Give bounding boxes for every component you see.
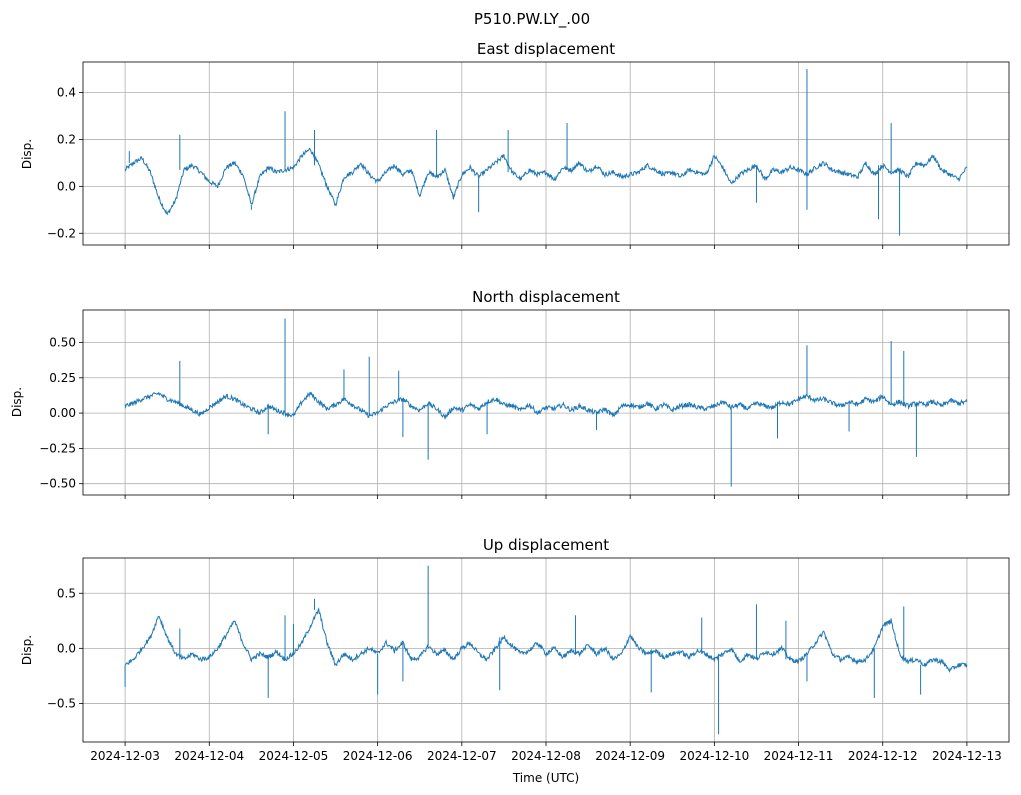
series-line <box>124 147 968 216</box>
y-tick-label: 0.4 <box>57 86 76 100</box>
y-tick-label: 0.50 <box>49 335 76 349</box>
y-tick-label: 0.0 <box>57 641 76 655</box>
axes-1: −0.50 −0.25 0.00 0.25 0.50 <box>39 309 1010 499</box>
y-axis-label: Disp. <box>20 635 34 665</box>
subplot-title: North displacement <box>472 288 620 306</box>
y-tick-label: 0.0 <box>57 179 76 193</box>
x-tick-label: 2024-12-03 <box>90 749 160 763</box>
axes-2: −0.5 0.0 0.5 2024-12-03 2024-12-04 2024-12-05… <box>47 557 1010 763</box>
y-tick-label: 0.2 <box>57 132 76 146</box>
x-tick-label: 2024-12-08 <box>511 749 581 763</box>
plot-layer: −0.20.00.20.4−0.50−0.250.000.250.50−0.50… <box>39 61 1010 763</box>
x-tick-label: 2024-12-04 <box>174 749 244 763</box>
subplot-title: Up displacement <box>483 536 609 554</box>
x-axis-label: Time (UTC) <box>512 771 579 785</box>
y-axis-label: Disp. <box>10 387 24 417</box>
x-tick-label: 2024-12-06 <box>343 749 413 763</box>
subplot-up: Up displacement Disp. Time (UTC) <box>20 536 609 785</box>
subplot-east: East displacement Disp. <box>20 40 615 169</box>
y-tick-label: −0.2 <box>47 226 76 240</box>
x-tick-label: 2024-12-12 <box>848 749 918 763</box>
axes-frame <box>82 557 1010 743</box>
subplot-title: East displacement <box>477 40 615 58</box>
subplot-north: North displacement Disp. <box>10 288 620 417</box>
y-tick-label: 0.5 <box>57 586 76 600</box>
y-tick-label: −0.5 <box>47 696 76 710</box>
y-tick-label: 0.25 <box>49 371 76 385</box>
figure-suptitle: P510.PW.LY_.00 <box>474 10 590 29</box>
x-tick-label: 2024-12-11 <box>764 749 834 763</box>
x-tick-label: 2024-12-10 <box>679 749 749 763</box>
x-tick-label: 2024-12-13 <box>932 749 1002 763</box>
y-axis-label: Disp. <box>20 139 34 169</box>
x-tick-label: 2024-12-05 <box>259 749 329 763</box>
axes-0: −0.2 0.0 0.2 0.4 <box>47 61 1010 249</box>
y-tick-label: −0.50 <box>39 477 76 491</box>
axes-frame <box>82 61 1010 246</box>
y-tick-label: −0.25 <box>39 441 76 455</box>
y-tick-label: 0.00 <box>49 406 76 420</box>
series-line <box>124 391 968 420</box>
series-line <box>125 607 968 673</box>
x-tick-label: 2024-12-07 <box>427 749 497 763</box>
axes-frame <box>82 309 1010 496</box>
x-tick-label: 2024-12-09 <box>595 749 665 763</box>
